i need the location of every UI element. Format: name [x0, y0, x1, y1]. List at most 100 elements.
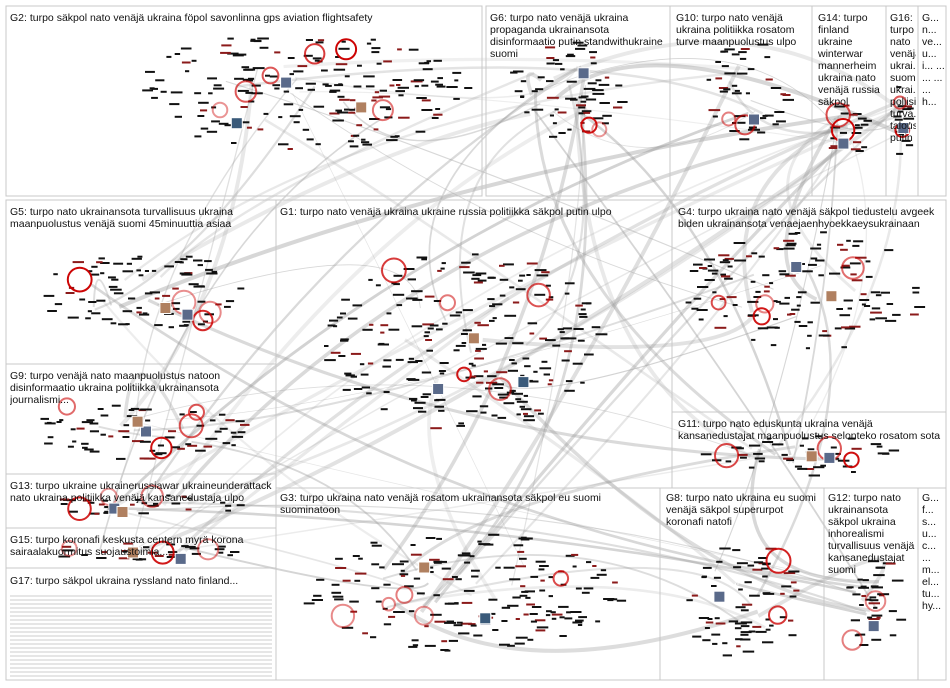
- node-g9: [237, 431, 246, 434]
- node-g2: [394, 135, 400, 138]
- node-g3: [412, 644, 419, 647]
- node-g2: [263, 112, 269, 115]
- node-g2: [213, 84, 222, 87]
- node-g1: [458, 422, 464, 425]
- node-g4: [698, 318, 704, 321]
- node-g3: [477, 540, 482, 543]
- node-g5: [122, 270, 134, 273]
- node-g12: [877, 593, 890, 596]
- node-g6: [587, 82, 597, 85]
- node-g3: [471, 575, 479, 578]
- node-g13: [225, 504, 232, 507]
- node-g5: [196, 285, 205, 288]
- node-g2: [337, 95, 345, 98]
- node-g14: [863, 119, 872, 122]
- node-g1: [503, 263, 514, 266]
- node-g2: [278, 143, 289, 146]
- node-g1: [366, 392, 372, 395]
- node-g10: [737, 121, 746, 124]
- node-g10: [718, 87, 729, 89]
- node-g1: [591, 326, 601, 329]
- node-g15: [181, 545, 189, 548]
- edge: [187, 141, 851, 505]
- edge: [482, 312, 757, 350]
- node-g3: [518, 537, 531, 540]
- node-g15: [218, 551, 224, 554]
- node-g2: [379, 89, 387, 92]
- edge: [116, 111, 749, 505]
- node-g4: [727, 265, 733, 268]
- node-g4: [699, 267, 707, 269]
- node-g3: [530, 620, 537, 623]
- node-g12: [859, 604, 864, 606]
- node-g4: [869, 318, 876, 321]
- node-g1: [480, 411, 487, 414]
- node-g4: [755, 290, 761, 293]
- node-g1: [528, 380, 539, 383]
- node-g3: [388, 615, 396, 618]
- node-g3: [350, 610, 358, 613]
- node-g14: [830, 126, 841, 129]
- node-g2: [287, 148, 293, 150]
- edge: [159, 71, 535, 278]
- node-g8: [713, 576, 721, 579]
- node-g4: [810, 257, 818, 260]
- self-loop: [67, 496, 92, 522]
- node-g1: [407, 278, 416, 281]
- node-layer: [40, 37, 926, 657]
- node-g11: [740, 456, 747, 459]
- node-g2: [218, 122, 229, 125]
- node-g1: [509, 286, 515, 289]
- node-g2: [437, 77, 443, 80]
- node-g3: [352, 555, 360, 557]
- node-g1: [552, 344, 561, 347]
- edge: [394, 602, 759, 653]
- node-g1: [382, 365, 391, 368]
- self-loop: [841, 256, 865, 280]
- node-g3: [444, 621, 456, 624]
- node-g1: [475, 347, 487, 350]
- edge: [184, 296, 510, 552]
- edge: [135, 78, 298, 420]
- node-g2: [250, 38, 256, 41]
- node-g3: [515, 636, 528, 639]
- node-g2: [398, 94, 404, 97]
- node-g5: [197, 264, 203, 267]
- node-g4: [849, 325, 861, 328]
- edge: [525, 84, 585, 346]
- node-g1: [511, 362, 517, 365]
- node-g2: [170, 91, 183, 94]
- node-g1: [472, 395, 482, 398]
- node-g2: [289, 73, 294, 76]
- node-g8: [691, 594, 698, 597]
- node-g9: [111, 404, 121, 407]
- node-g1: [564, 282, 575, 285]
- node-g2: [335, 63, 348, 66]
- node-g5: [98, 257, 105, 260]
- node-g6: [583, 111, 591, 114]
- node-g1: [472, 274, 482, 277]
- group-box-layer: [5, 5, 947, 681]
- node-g4: [864, 305, 871, 307]
- node-g3: [483, 543, 494, 546]
- node-g1: [433, 300, 442, 302]
- group-label-g6: G6: turpo nato venäjä ukraina propaganda…: [490, 12, 663, 60]
- node-g12: [869, 599, 879, 602]
- node-g4: [775, 300, 781, 303]
- node-g14: [861, 146, 868, 149]
- node-g14: [851, 132, 862, 134]
- node-g3: [548, 576, 553, 579]
- node-g3: [612, 581, 618, 584]
- node-g9: [214, 430, 222, 433]
- node-g2: [335, 56, 341, 58]
- node-g5: [90, 273, 100, 276]
- node-g4: [886, 303, 894, 305]
- avatar: [577, 67, 590, 80]
- node-g3: [559, 635, 567, 637]
- node-g8: [783, 572, 796, 575]
- node-g1: [523, 415, 535, 418]
- node-g10: [749, 128, 755, 131]
- node-g2: [353, 85, 362, 88]
- avatar: [805, 450, 818, 463]
- node-g2: [421, 99, 431, 102]
